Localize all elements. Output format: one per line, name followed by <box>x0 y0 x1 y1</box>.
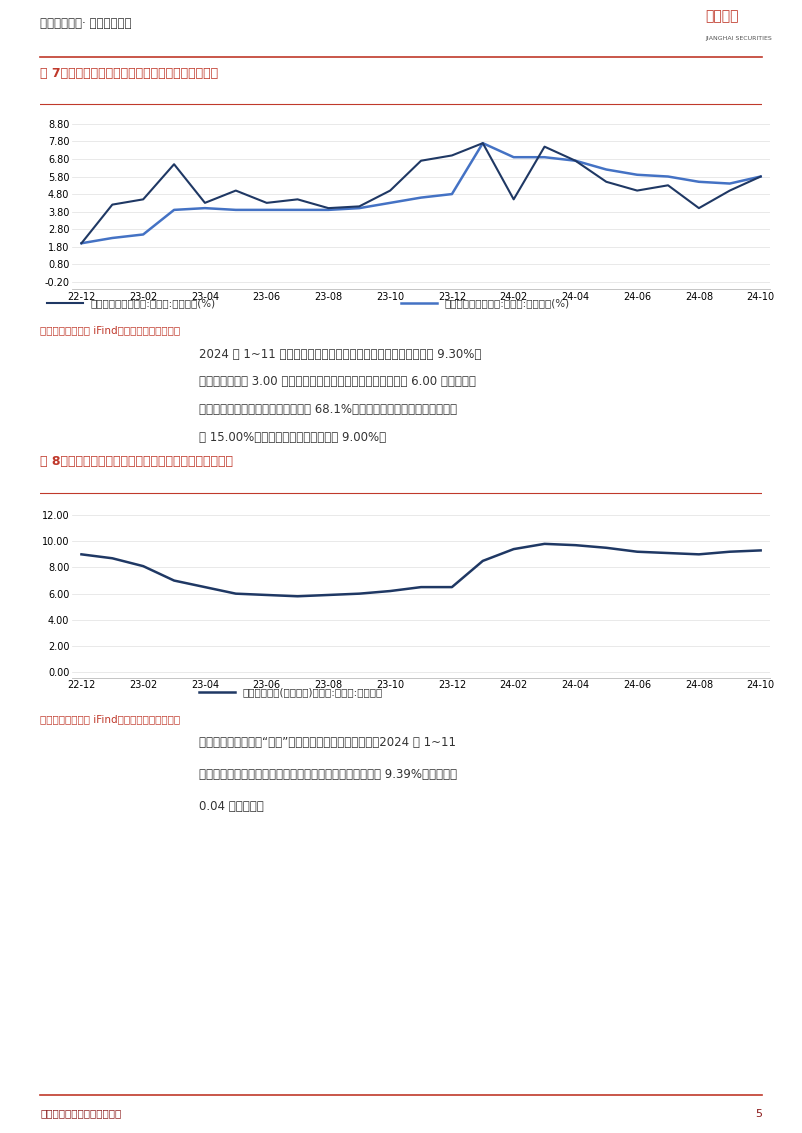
Text: 图 7、中国制造业规模以上工业增加值同比变动情况: 图 7、中国制造业规模以上工业增加值同比变动情况 <box>40 67 218 79</box>
Text: 资料来源：同花顺 iFind，江海证券研究发展部: 资料来源：同花顺 iFind，江海证券研究发展部 <box>40 325 180 334</box>
Text: 敬请参阅最后一页之免责条款: 敬请参阅最后一页之免责条款 <box>40 1108 121 1118</box>
Text: 月，我国用在基础建设方面的固定资产投资累计同比增速为 9.39%，环比提升: 月，我国用在基础建设方面的固定资产投资累计同比增速为 9.39%，环比提升 <box>199 768 457 781</box>
Text: 规模以上工业增加值:制造业:累计同比(%): 规模以上工业增加值:制造业:累计同比(%) <box>444 298 569 308</box>
Text: 同比基期数据高 3.00 个百分点，较我国全部投资的累计增速高 6.00 个百分点，: 同比基期数据高 3.00 个百分点，较我国全部投资的累计增速高 6.00 个百分… <box>199 375 476 389</box>
Text: 基础设施方面，受到“两重”建设工作的持续推进的影响，2024 年 1~11: 基础设施方面，受到“两重”建设工作的持续推进的影响，2024 年 1~11 <box>199 736 456 749</box>
Text: 证券研究报告· 行业研究报告: 证券研究报告· 行业研究报告 <box>40 17 132 31</box>
Text: 江海证券: 江海证券 <box>706 9 739 24</box>
Text: 0.04 个百分点。: 0.04 个百分点。 <box>199 800 264 812</box>
Text: 资料来源：同花顺 iFind，江海证券研究发展部: 资料来源：同花顺 iFind，江海证券研究发展部 <box>40 715 180 724</box>
Text: 规模以上工业增加值:制造业:当月同比(%): 规模以上工业增加值:制造业:当月同比(%) <box>91 298 216 308</box>
Text: 长 15.00%，装备制造业累计同比增长 9.00%。: 长 15.00%，装备制造业累计同比增长 9.00%。 <box>199 431 386 444</box>
Text: 图 8、中国制造业固定资产投资完成额累计同比变动情况: 图 8、中国制造业固定资产投资完成额累计同比变动情况 <box>40 455 233 468</box>
Text: 对我国全部投资增长的贡献率已达到 68.1%，其中消费品制造行业累计同比增: 对我国全部投资增长的贡献率已达到 68.1%，其中消费品制造行业累计同比增 <box>199 403 457 416</box>
Text: 5: 5 <box>755 1108 762 1118</box>
Text: JIANGHAI SECURITIES: JIANGHAI SECURITIES <box>706 36 772 41</box>
Text: 2024 年 1~11 月，国内制造业固定资产投资完成额累计同比录得 9.30%，: 2024 年 1~11 月，国内制造业固定资产投资完成额累计同比录得 9.30%… <box>199 348 481 360</box>
Text: 固定资产投资(不含农户)完成额:制造业:累计同比: 固定资产投资(不含农户)完成额:制造业:累计同比 <box>242 687 383 697</box>
